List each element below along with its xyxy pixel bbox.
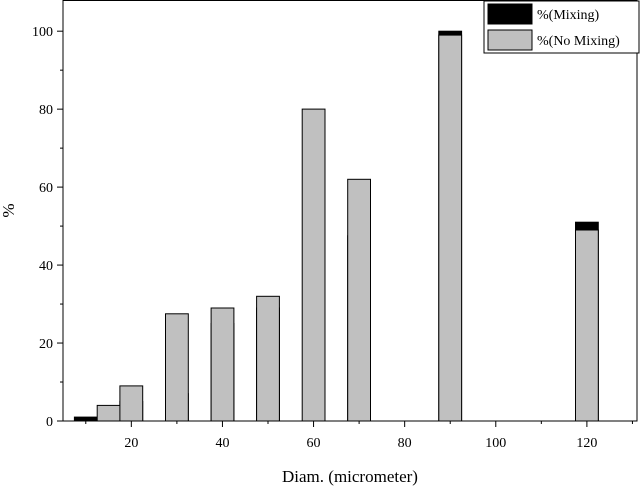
- bar-no-mixing-60: [301, 108, 326, 422]
- x-tick-label-20: 20: [124, 436, 138, 451]
- y-tick-label-40: 40: [39, 259, 53, 274]
- bar-no-mixing-50: [256, 295, 280, 422]
- bar-no-mixing-70: [347, 178, 372, 422]
- y-tick-label-100: 100: [32, 25, 53, 40]
- bar-no-mixing-40: [210, 307, 235, 422]
- y-tick-label-80: 80: [39, 103, 53, 118]
- y-tick-label-20: 20: [39, 337, 53, 352]
- bar-no-mixing-120: [575, 229, 599, 422]
- x-tick-label-120: 120: [576, 436, 597, 451]
- bar-no-mixing-15: [96, 404, 121, 422]
- bar-mixing-10: [73, 416, 98, 422]
- bar-no-mixing-30: [165, 313, 189, 422]
- legend-swatch-1: [487, 29, 533, 51]
- y-tick-label-60: 60: [39, 181, 53, 196]
- legend-swatch-0: [487, 3, 533, 25]
- bar-no-mixing-90: [438, 34, 463, 422]
- x-tick-label-100: 100: [485, 436, 506, 451]
- legend-label-1: %(No Mixing): [537, 34, 620, 49]
- legend: %(Mixing) %(No Mixing): [483, 0, 640, 54]
- plot-frame: [62, 0, 638, 422]
- x-axis-label: Diam. (micrometer): [282, 467, 418, 486]
- y-axis-label: %: [0, 203, 18, 217]
- legend-label-0: %(Mixing): [537, 8, 600, 23]
- bar-no-mixing-20: [119, 385, 144, 422]
- ticks-layer: 20 40 60 80 100 120 0 20 40 60 80 100: [32, 25, 633, 451]
- bars-layer: [73, 30, 599, 422]
- x-tick-label-80: 80: [398, 436, 412, 451]
- x-tick-label-40: 40: [215, 436, 229, 451]
- x-tick-label-60: 60: [307, 436, 321, 451]
- y-tick-label-0: 0: [46, 415, 53, 430]
